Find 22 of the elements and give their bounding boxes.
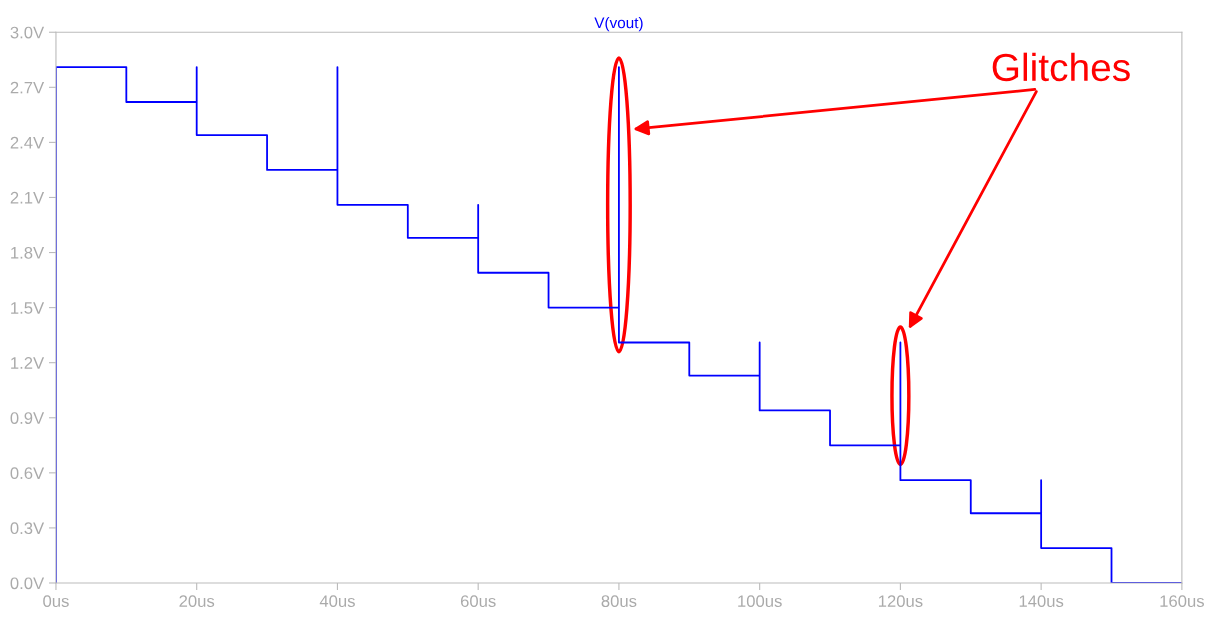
chart-title: V(vout) [594,17,643,32]
x-tick-label: 80us [601,595,637,608]
x-tick-label: 160us [1160,595,1204,608]
y-tick-label: 0.3V [10,522,45,535]
y-tick-label: 2.4V [10,136,45,149]
y-tick-label: 1.8V [11,246,45,259]
annotation: Glitches [992,52,1130,82]
x-tick-label: 120us [878,595,923,608]
y-tick-label: 0.6V [10,467,45,480]
y-tick-label: 1.2V [11,357,45,369]
y-tick-label: 2.1V [10,191,45,204]
x-tick-label: 100us [738,595,782,608]
x-tick-label: 60us [460,595,496,608]
y-tick-label: 0.0V [10,577,45,590]
y-tick-label: 3.0V [10,26,45,39]
x-tick-label: 0us [43,595,69,608]
x-tick-label: 140us [1019,595,1064,608]
y-tick-label: 2.7V [10,81,45,94]
x-tick-label: 20us [179,595,215,608]
y-tick-label: 0.9V [10,412,45,424]
y-tick-label: 1.5V [11,302,45,314]
x-tick-label: 40us [319,595,355,608]
